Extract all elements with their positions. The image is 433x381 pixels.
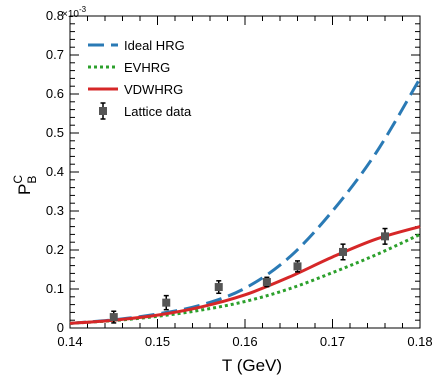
y-multiplier-base: ×10 xyxy=(62,9,79,20)
legend-entry-ideal-hrg: Ideal HRG xyxy=(88,38,185,53)
vdwhrg-curve xyxy=(70,227,420,324)
legend-label: EVHRG xyxy=(124,60,170,75)
y-multiplier-label: ×10-3 xyxy=(62,5,87,20)
lattice-data-point xyxy=(162,296,170,310)
lattice-data-point xyxy=(215,281,223,293)
y-multiplier-exp: -3 xyxy=(79,5,87,14)
y-tick-label: 0 xyxy=(57,320,64,335)
ideal-hrg-curve xyxy=(70,78,420,323)
y-axis-title-main: P xyxy=(15,184,34,195)
plot-frame xyxy=(70,16,420,328)
evhrg-curve xyxy=(70,234,420,323)
marker-square xyxy=(215,283,223,291)
marker-square xyxy=(110,313,118,321)
legend-label: VDWHRG xyxy=(124,82,183,97)
y-tick-label: 0.1 xyxy=(46,281,64,296)
marker-square xyxy=(381,232,389,240)
legend-entry-evhrg: EVHRG xyxy=(88,60,170,75)
x-tick-label: 0.14 xyxy=(57,334,82,349)
x-tick-label: 0.15 xyxy=(145,334,170,349)
svg-text:PBC: PBC xyxy=(11,175,39,195)
lattice-data-point xyxy=(294,261,302,272)
y-axis-title-sub: B xyxy=(25,176,39,184)
lattice-data-point xyxy=(381,229,389,245)
y-tick-label: 0.5 xyxy=(46,125,64,140)
curves xyxy=(70,78,420,323)
y-tick-label: 0.6 xyxy=(46,86,64,101)
marker-square xyxy=(339,248,347,256)
x-tick-label: 0.18 xyxy=(407,334,432,349)
y-tick-label: 0.3 xyxy=(46,203,64,218)
lattice-data-point xyxy=(263,277,271,286)
y-tick-label: 0.2 xyxy=(46,242,64,257)
x-axis-title: T (GeV) xyxy=(222,356,282,375)
y-axis-title: PBC xyxy=(11,175,39,195)
legend-entry-lattice-data: Lattice data xyxy=(99,103,192,119)
y-tick-label: 0.7 xyxy=(46,47,64,62)
y-axis-title-sup: C xyxy=(11,175,25,184)
marker-square xyxy=(294,262,302,270)
x-tick-label: 0.17 xyxy=(320,334,345,349)
legend-label: Ideal HRG xyxy=(124,38,185,53)
marker-square xyxy=(162,299,170,307)
lattice-points xyxy=(110,229,389,323)
y-tick-label: 0.8 xyxy=(46,8,64,23)
legend: Ideal HRG EVHRG VDWHRG Lattice data xyxy=(88,38,192,119)
x-tick-label: 0.16 xyxy=(232,334,257,349)
y-tick-label: 0.4 xyxy=(46,164,64,179)
marker-square xyxy=(263,278,271,286)
legend-entry-vdwhrg: VDWHRG xyxy=(88,82,183,97)
legend-label: Lattice data xyxy=(124,104,192,119)
lattice-data-point xyxy=(339,244,347,260)
legend-marker xyxy=(99,107,107,115)
